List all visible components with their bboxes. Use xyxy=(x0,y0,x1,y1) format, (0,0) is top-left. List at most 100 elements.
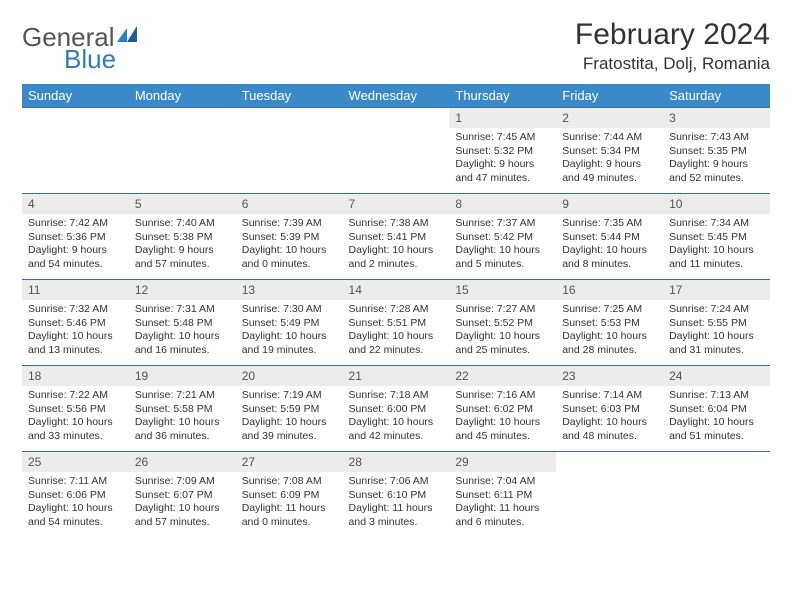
day-number: 2 xyxy=(556,107,663,128)
weekday-thursday: Thursday xyxy=(449,84,556,107)
day-details: Sunrise: 7:04 AMSunset: 6:11 PMDaylight:… xyxy=(449,472,556,536)
day-10: 10Sunrise: 7:34 AMSunset: 5:45 PMDayligh… xyxy=(663,193,770,279)
day-details: Sunrise: 7:16 AMSunset: 6:02 PMDaylight:… xyxy=(449,386,556,450)
weekday-friday: Friday xyxy=(556,84,663,107)
calendar-table: SundayMondayTuesdayWednesdayThursdayFrid… xyxy=(22,84,770,537)
day-details: Sunrise: 7:34 AMSunset: 5:45 PMDaylight:… xyxy=(663,214,770,278)
day-number: 18 xyxy=(22,365,129,386)
empty-cell xyxy=(236,107,343,193)
weekday-saturday: Saturday xyxy=(663,84,770,107)
day-4: 4Sunrise: 7:42 AMSunset: 5:36 PMDaylight… xyxy=(22,193,129,279)
day-details: Sunrise: 7:11 AMSunset: 6:06 PMDaylight:… xyxy=(22,472,129,536)
day-2: 2Sunrise: 7:44 AMSunset: 5:34 PMDaylight… xyxy=(556,107,663,193)
day-details: Sunrise: 7:28 AMSunset: 5:51 PMDaylight:… xyxy=(343,300,450,364)
day-number: 5 xyxy=(129,193,236,214)
day-11: 11Sunrise: 7:32 AMSunset: 5:46 PMDayligh… xyxy=(22,279,129,365)
day-number: 15 xyxy=(449,279,556,300)
day-number: 17 xyxy=(663,279,770,300)
day-9: 9Sunrise: 7:35 AMSunset: 5:44 PMDaylight… xyxy=(556,193,663,279)
empty-cell xyxy=(556,451,663,537)
day-21: 21Sunrise: 7:18 AMSunset: 6:00 PMDayligh… xyxy=(343,365,450,451)
day-number: 9 xyxy=(556,193,663,214)
day-7: 7Sunrise: 7:38 AMSunset: 5:41 PMDaylight… xyxy=(343,193,450,279)
day-details: Sunrise: 7:24 AMSunset: 5:55 PMDaylight:… xyxy=(663,300,770,364)
day-details: Sunrise: 7:42 AMSunset: 5:36 PMDaylight:… xyxy=(22,214,129,278)
day-details: Sunrise: 7:45 AMSunset: 5:32 PMDaylight:… xyxy=(449,128,556,192)
day-number: 29 xyxy=(449,451,556,472)
day-details: Sunrise: 7:25 AMSunset: 5:53 PMDaylight:… xyxy=(556,300,663,364)
day-number: 4 xyxy=(22,193,129,214)
day-number: 22 xyxy=(449,365,556,386)
empty-cell xyxy=(129,107,236,193)
weekday-wednesday: Wednesday xyxy=(343,84,450,107)
day-number: 28 xyxy=(343,451,450,472)
weekday-header: SundayMondayTuesdayWednesdayThursdayFrid… xyxy=(22,84,770,107)
day-details: Sunrise: 7:22 AMSunset: 5:56 PMDaylight:… xyxy=(22,386,129,450)
week-row: 4Sunrise: 7:42 AMSunset: 5:36 PMDaylight… xyxy=(22,193,770,279)
header: GeneralBlue February 2024 Fratostita, Do… xyxy=(22,18,770,74)
day-details: Sunrise: 7:35 AMSunset: 5:44 PMDaylight:… xyxy=(556,214,663,278)
day-details: Sunrise: 7:44 AMSunset: 5:34 PMDaylight:… xyxy=(556,128,663,192)
day-details: Sunrise: 7:27 AMSunset: 5:52 PMDaylight:… xyxy=(449,300,556,364)
day-15: 15Sunrise: 7:27 AMSunset: 5:52 PMDayligh… xyxy=(449,279,556,365)
day-details: Sunrise: 7:30 AMSunset: 5:49 PMDaylight:… xyxy=(236,300,343,364)
day-details: Sunrise: 7:18 AMSunset: 6:00 PMDaylight:… xyxy=(343,386,450,450)
day-details: Sunrise: 7:39 AMSunset: 5:39 PMDaylight:… xyxy=(236,214,343,278)
day-13: 13Sunrise: 7:30 AMSunset: 5:49 PMDayligh… xyxy=(236,279,343,365)
week-row: 25Sunrise: 7:11 AMSunset: 6:06 PMDayligh… xyxy=(22,451,770,537)
day-22: 22Sunrise: 7:16 AMSunset: 6:02 PMDayligh… xyxy=(449,365,556,451)
day-number: 19 xyxy=(129,365,236,386)
day-29: 29Sunrise: 7:04 AMSunset: 6:11 PMDayligh… xyxy=(449,451,556,537)
week-row: 11Sunrise: 7:32 AMSunset: 5:46 PMDayligh… xyxy=(22,279,770,365)
empty-cell xyxy=(22,107,129,193)
day-number: 13 xyxy=(236,279,343,300)
day-number: 14 xyxy=(343,279,450,300)
day-number: 20 xyxy=(236,365,343,386)
day-25: 25Sunrise: 7:11 AMSunset: 6:06 PMDayligh… xyxy=(22,451,129,537)
day-number: 16 xyxy=(556,279,663,300)
day-details: Sunrise: 7:38 AMSunset: 5:41 PMDaylight:… xyxy=(343,214,450,278)
title-block: February 2024 Fratostita, Dolj, Romania xyxy=(575,18,770,74)
day-number: 3 xyxy=(663,107,770,128)
day-details: Sunrise: 7:31 AMSunset: 5:48 PMDaylight:… xyxy=(129,300,236,364)
day-8: 8Sunrise: 7:37 AMSunset: 5:42 PMDaylight… xyxy=(449,193,556,279)
day-details: Sunrise: 7:43 AMSunset: 5:35 PMDaylight:… xyxy=(663,128,770,192)
calendar-body: 1Sunrise: 7:45 AMSunset: 5:32 PMDaylight… xyxy=(22,107,770,537)
day-14: 14Sunrise: 7:28 AMSunset: 5:51 PMDayligh… xyxy=(343,279,450,365)
location-label: Fratostita, Dolj, Romania xyxy=(575,54,770,74)
day-number: 25 xyxy=(22,451,129,472)
day-number: 10 xyxy=(663,193,770,214)
weekday-monday: Monday xyxy=(129,84,236,107)
day-12: 12Sunrise: 7:31 AMSunset: 5:48 PMDayligh… xyxy=(129,279,236,365)
week-row: 1Sunrise: 7:45 AMSunset: 5:32 PMDaylight… xyxy=(22,107,770,193)
flag-icon xyxy=(117,20,139,36)
day-28: 28Sunrise: 7:06 AMSunset: 6:10 PMDayligh… xyxy=(343,451,450,537)
day-20: 20Sunrise: 7:19 AMSunset: 5:59 PMDayligh… xyxy=(236,365,343,451)
day-number: 21 xyxy=(343,365,450,386)
calendar-page: GeneralBlue February 2024 Fratostita, Do… xyxy=(0,0,792,547)
day-details: Sunrise: 7:08 AMSunset: 6:09 PMDaylight:… xyxy=(236,472,343,536)
day-number: 23 xyxy=(556,365,663,386)
day-number: 8 xyxy=(449,193,556,214)
day-number: 7 xyxy=(343,193,450,214)
weekday-tuesday: Tuesday xyxy=(236,84,343,107)
empty-cell xyxy=(343,107,450,193)
day-3: 3Sunrise: 7:43 AMSunset: 5:35 PMDaylight… xyxy=(663,107,770,193)
day-number: 1 xyxy=(449,107,556,128)
day-details: Sunrise: 7:37 AMSunset: 5:42 PMDaylight:… xyxy=(449,214,556,278)
day-details: Sunrise: 7:32 AMSunset: 5:46 PMDaylight:… xyxy=(22,300,129,364)
day-details: Sunrise: 7:21 AMSunset: 5:58 PMDaylight:… xyxy=(129,386,236,450)
brand-logo: GeneralBlue xyxy=(22,18,139,72)
day-details: Sunrise: 7:09 AMSunset: 6:07 PMDaylight:… xyxy=(129,472,236,536)
day-details: Sunrise: 7:06 AMSunset: 6:10 PMDaylight:… xyxy=(343,472,450,536)
day-number: 11 xyxy=(22,279,129,300)
day-number: 24 xyxy=(663,365,770,386)
day-details: Sunrise: 7:13 AMSunset: 6:04 PMDaylight:… xyxy=(663,386,770,450)
day-number: 12 xyxy=(129,279,236,300)
month-title: February 2024 xyxy=(575,18,770,52)
day-18: 18Sunrise: 7:22 AMSunset: 5:56 PMDayligh… xyxy=(22,365,129,451)
day-23: 23Sunrise: 7:14 AMSunset: 6:03 PMDayligh… xyxy=(556,365,663,451)
day-5: 5Sunrise: 7:40 AMSunset: 5:38 PMDaylight… xyxy=(129,193,236,279)
day-details: Sunrise: 7:14 AMSunset: 6:03 PMDaylight:… xyxy=(556,386,663,450)
day-17: 17Sunrise: 7:24 AMSunset: 5:55 PMDayligh… xyxy=(663,279,770,365)
